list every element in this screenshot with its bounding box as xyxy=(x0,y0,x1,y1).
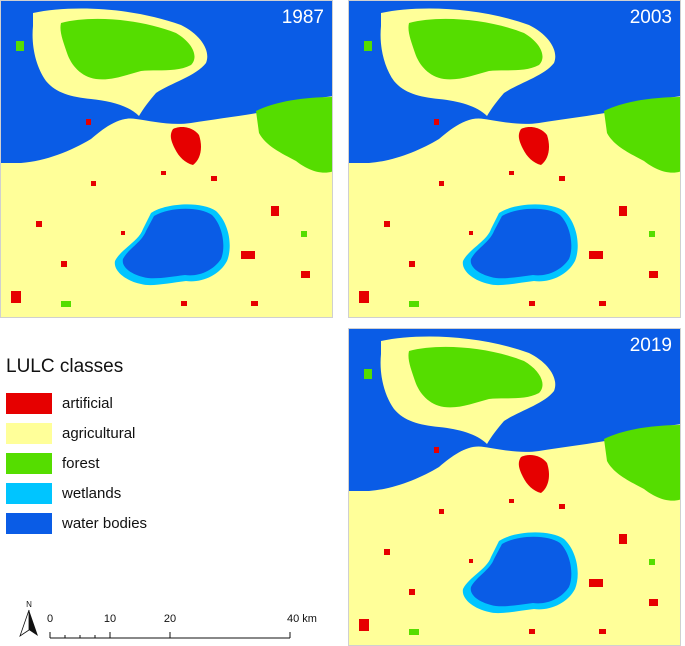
legend-item-agricultural: agricultural xyxy=(6,418,147,448)
map-2019 xyxy=(349,329,681,646)
legend-swatch xyxy=(6,392,52,414)
year-label: 1987 xyxy=(281,7,324,28)
legend-swatch xyxy=(6,482,52,504)
legend-label: wetlands xyxy=(62,484,122,502)
legend-swatch xyxy=(6,452,52,474)
scale-tick-label: 0 xyxy=(47,613,53,625)
legend-label: artificial xyxy=(62,394,113,412)
scale-tick-label: 10 xyxy=(104,613,116,625)
legend-label: water bodies xyxy=(62,514,148,532)
legend: LULC classes artificial agricultural for… xyxy=(6,356,147,538)
legend-label: agricultural xyxy=(62,424,136,442)
legend-title: LULC classes xyxy=(6,356,124,377)
year-label: 2019 xyxy=(629,335,672,356)
legend-label: forest xyxy=(62,454,100,472)
legend-swatch xyxy=(6,512,52,534)
legend-swatch xyxy=(6,422,52,444)
map-panel-2019: 2019 xyxy=(348,328,681,646)
scale-bar: N 0 10 20 40 km xyxy=(19,600,317,639)
map-2003 xyxy=(349,1,681,318)
legend-item-artificial: artificial xyxy=(6,388,147,418)
legend-item-wetlands: wetlands xyxy=(6,478,147,508)
scale-tick-label: 40 km xyxy=(287,613,317,625)
map-panel-2003: 2003 xyxy=(348,0,681,318)
scale-tick-label: 20 xyxy=(164,613,176,625)
legend-item-water-bodies: water bodies xyxy=(6,508,147,538)
year-label: 2003 xyxy=(629,7,672,28)
map-panel-1987: 1987 xyxy=(0,0,333,318)
north-letter: N xyxy=(26,600,32,609)
map-1987 xyxy=(1,1,333,318)
legend-item-forest: forest xyxy=(6,448,147,478)
